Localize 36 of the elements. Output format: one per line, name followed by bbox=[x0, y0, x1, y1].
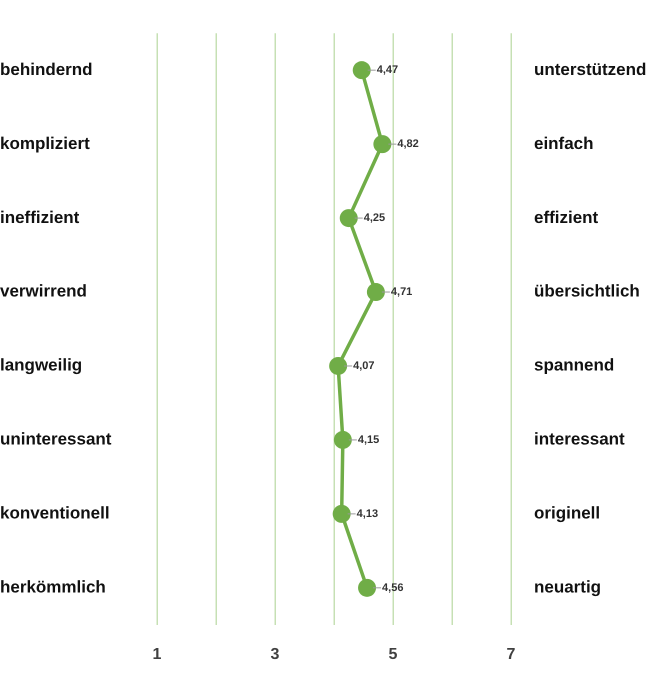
x-tick-label: 3 bbox=[270, 646, 280, 663]
y-tick-label: konventionell bbox=[0, 504, 110, 523]
y2-tick-label: spannend bbox=[534, 356, 614, 375]
point bbox=[329, 356, 348, 375]
point bbox=[373, 135, 392, 154]
point bbox=[334, 430, 352, 449]
y2-tick-label: einfach bbox=[534, 134, 594, 153]
data-label: 4,07 bbox=[353, 360, 375, 372]
data-label: 4,56 bbox=[382, 582, 404, 594]
y-tick-label: behindernd bbox=[0, 60, 93, 79]
y2-tick-label: übersichtlich bbox=[534, 282, 640, 301]
point bbox=[332, 504, 351, 523]
data-label: 4,13 bbox=[356, 508, 378, 520]
y2-tick-label: interessant bbox=[534, 430, 626, 449]
data-label: 4,71 bbox=[390, 286, 412, 298]
y2-tick-label: unterstützend bbox=[534, 60, 646, 79]
data-label: 4,47 bbox=[376, 64, 398, 76]
y-tick-label: kompliziert bbox=[0, 134, 90, 153]
y-tick-label: ineffizient bbox=[0, 208, 80, 227]
y-tick-label: verwirrend bbox=[0, 282, 87, 301]
data-label: 4,15 bbox=[358, 434, 380, 446]
y-tick-label: herkömmlich bbox=[0, 578, 106, 597]
point bbox=[340, 209, 358, 228]
data-label: 4,82 bbox=[397, 138, 419, 150]
point bbox=[366, 283, 385, 302]
y2-tick-label: neuartig bbox=[534, 578, 602, 597]
y2-tick-label: effizient bbox=[534, 208, 599, 227]
x-tick-label: 1 bbox=[152, 646, 162, 663]
x-tick-label: 7 bbox=[506, 646, 516, 663]
y2-tick-label: originell bbox=[534, 504, 600, 523]
y-tick-label: langweilig bbox=[0, 356, 82, 375]
point bbox=[358, 578, 376, 597]
point bbox=[352, 61, 371, 80]
y-tick-label: uninteressant bbox=[0, 430, 112, 449]
x-tick-label: 5 bbox=[388, 646, 398, 663]
data-label: 4,25 bbox=[364, 212, 386, 224]
